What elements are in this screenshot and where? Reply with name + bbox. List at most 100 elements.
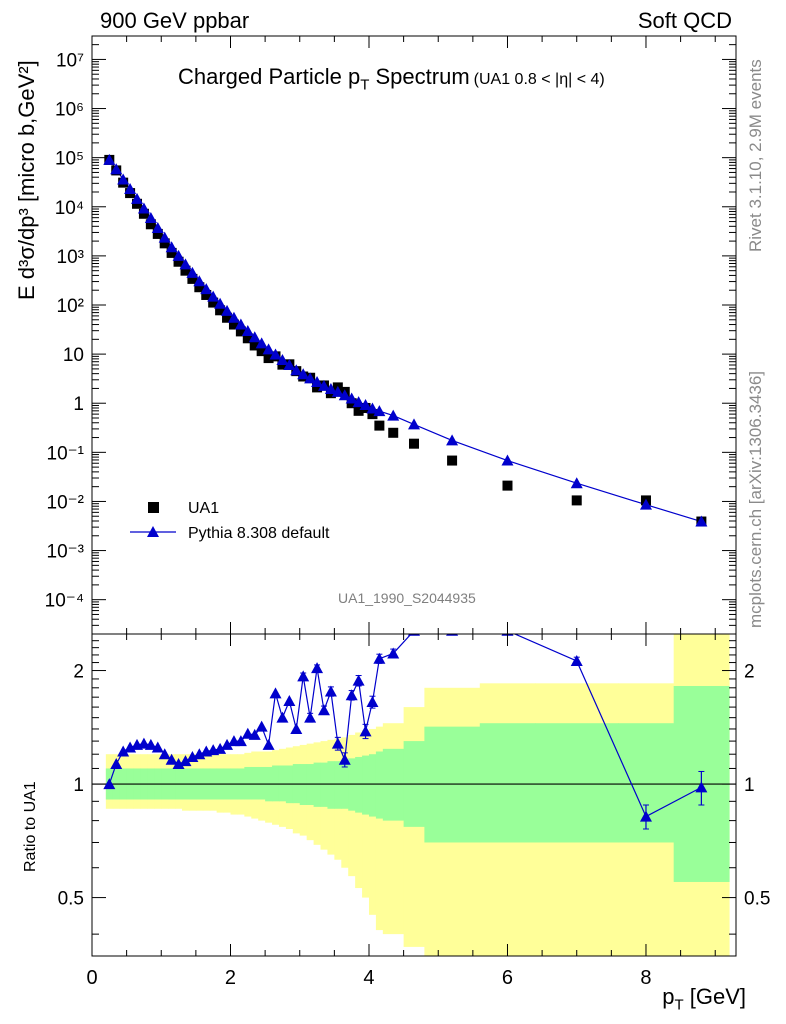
rivet-label: Rivet 3.1.10, 2.9M events xyxy=(746,59,765,252)
top-frame xyxy=(91,35,737,635)
legend: UA1 Pythia 8.308 default xyxy=(130,500,330,542)
pythia-point xyxy=(639,498,652,510)
pythia-point xyxy=(283,359,296,371)
ratio-point xyxy=(639,810,652,822)
axes xyxy=(91,35,737,957)
pythia-point xyxy=(324,382,337,394)
pythia-point xyxy=(124,183,137,195)
ratio-point xyxy=(338,753,351,765)
ratio-point xyxy=(324,685,337,697)
pythia-point xyxy=(373,405,386,417)
ratio-point xyxy=(276,711,289,723)
ua1-point xyxy=(312,382,323,393)
ratio-point xyxy=(165,753,178,765)
y-tick-label: 10⁻³ xyxy=(47,542,85,563)
ratio-y-tick-label: 0.5 xyxy=(58,889,84,910)
band-green xyxy=(375,751,384,819)
ratio-point xyxy=(283,695,296,707)
pythia-point xyxy=(408,418,420,430)
ua1-point xyxy=(388,427,399,438)
ratio-point xyxy=(144,738,157,750)
ratio-point xyxy=(110,758,123,770)
ratio-point xyxy=(151,741,164,753)
legend-ua1-label: UA1 xyxy=(188,500,219,517)
pythia-point xyxy=(227,311,240,323)
pythia-point xyxy=(570,477,583,489)
x-axis-label: pT [GeV] xyxy=(662,984,746,1013)
y-tick-label: 10² xyxy=(57,296,84,317)
ua1-point xyxy=(138,208,149,219)
ratio-point xyxy=(387,647,400,659)
band-green xyxy=(355,756,363,813)
ratio-point xyxy=(103,778,116,790)
pythia-point xyxy=(131,192,144,204)
pythia-point xyxy=(345,392,358,404)
pythia-point xyxy=(338,389,351,401)
ratio-y-tick-label-right: 1 xyxy=(744,775,755,796)
ratio-y-tick-label: 1 xyxy=(73,775,84,796)
ua1-point xyxy=(374,420,385,431)
pythia-point xyxy=(207,290,220,302)
xlabel-unit: [GeV] xyxy=(683,984,746,1009)
ua1-point xyxy=(145,219,156,230)
ua1-point xyxy=(263,353,274,364)
title-sub: T xyxy=(360,76,370,94)
header-left: 900 GeV ppbar xyxy=(100,8,250,33)
band-green xyxy=(272,765,280,802)
ratio-point xyxy=(352,674,365,686)
y-tick-label: 1 xyxy=(73,394,84,415)
ua1-point xyxy=(201,289,212,300)
pythia-point xyxy=(276,353,289,365)
pythia-point xyxy=(186,266,199,278)
ua1-point xyxy=(208,297,219,308)
y-tick-label: 10⁵ xyxy=(55,149,84,170)
pythia-point xyxy=(255,337,268,349)
xlabel-sub: T xyxy=(674,996,684,1014)
ratio-point xyxy=(117,745,130,757)
ua1-point xyxy=(187,273,198,284)
band-green xyxy=(327,761,335,809)
pythia-point xyxy=(110,163,123,175)
ua1-point xyxy=(235,326,246,337)
ratio-point xyxy=(234,735,247,747)
ratio-point xyxy=(331,737,344,749)
pythia-point xyxy=(221,304,234,316)
ratio-point xyxy=(172,758,185,770)
band-yellow xyxy=(375,726,384,931)
ratio-frame xyxy=(91,633,737,957)
pythia-point xyxy=(193,275,206,287)
y-axis-label-ratio: Ratio to UA1 xyxy=(22,781,39,872)
band-green xyxy=(278,765,287,802)
band-green xyxy=(258,766,266,800)
y-tick-label: 10⁴ xyxy=(55,198,84,219)
ratio-point xyxy=(290,722,303,734)
ratio-point xyxy=(214,742,227,754)
ratio-point xyxy=(248,728,261,740)
pythia-point xyxy=(248,331,261,343)
ua1-point xyxy=(159,238,170,249)
y-tick-label: 10⁶ xyxy=(55,100,84,121)
pythia-point xyxy=(151,221,164,233)
ua1-point xyxy=(242,333,253,344)
pythia-point xyxy=(144,212,157,224)
ratio-point xyxy=(137,737,150,749)
ua1-point xyxy=(228,319,239,330)
pythia-point xyxy=(366,402,379,414)
ratio-point xyxy=(366,696,379,708)
ua1-point xyxy=(166,247,177,258)
title-main2: Spectrum xyxy=(369,64,470,89)
pythia-point xyxy=(179,258,192,270)
ratio-point xyxy=(359,725,372,737)
ratio-point xyxy=(186,750,199,762)
ua1-point xyxy=(180,265,191,276)
ratio-point xyxy=(570,655,583,667)
ua1-point xyxy=(367,409,378,420)
top-plot-marks xyxy=(103,153,708,527)
uncertainty-bands xyxy=(105,634,730,956)
pythia-point xyxy=(214,297,227,309)
ua1-point xyxy=(571,495,582,506)
pythia-point xyxy=(446,434,459,446)
ua1-point xyxy=(447,455,458,466)
ua1-point xyxy=(222,312,233,323)
